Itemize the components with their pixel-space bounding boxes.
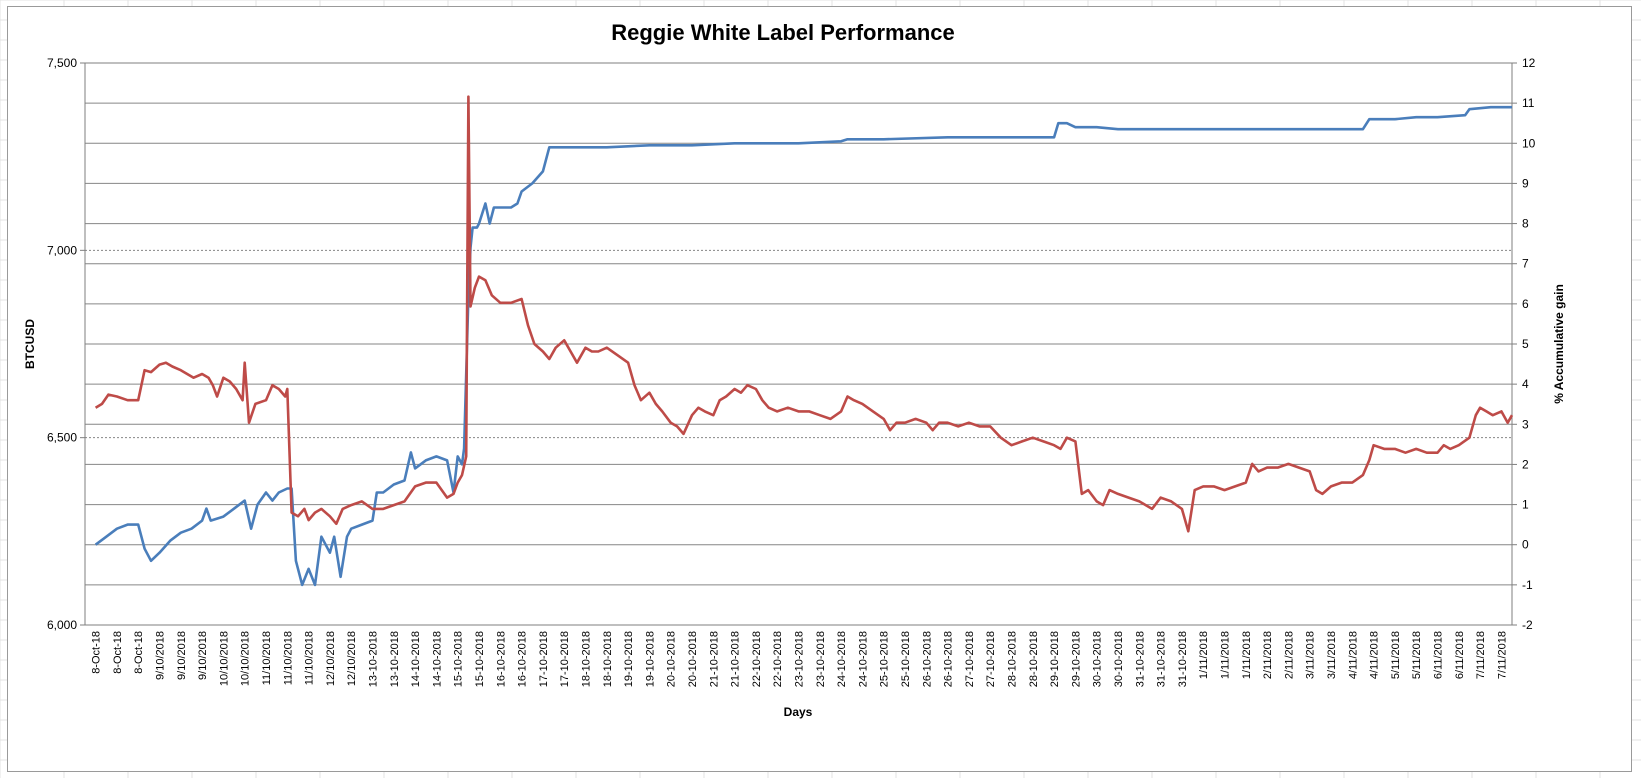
x-tick-label: 12/10/2018 [346, 631, 358, 686]
x-tick-label: 24-10-2018 [857, 631, 869, 687]
x-tick-label: 22-10-2018 [751, 631, 763, 687]
series-line-right [94, 105, 1512, 587]
right-tick-label: 3 [1522, 417, 1529, 431]
x-tick-label: 13-10-2018 [389, 631, 401, 687]
x-tick-label: 30-10-2018 [1113, 631, 1125, 687]
x-tick-label: 26-10-2018 [921, 631, 933, 687]
x-tick-label: 14-10-2018 [431, 631, 443, 687]
x-tick-label: 7/11/2018 [1496, 631, 1508, 679]
x-tick-label: 13-10-2018 [368, 631, 380, 687]
x-tick-label: 5/11/2018 [1411, 631, 1423, 679]
x-tick-label: 27-10-2018 [985, 631, 997, 687]
x-tick-label: 28-10-2018 [1006, 631, 1018, 687]
series-lines [94, 95, 1514, 587]
x-tick-label: 12/10/2018 [325, 631, 337, 686]
x-tick-label: 14-10-2018 [410, 631, 422, 687]
x-tick-label: 23-10-2018 [815, 631, 827, 687]
right-tick-label: 1 [1522, 498, 1529, 512]
x-tick-label: 9/10/2018 [155, 631, 167, 680]
x-tick-label: 2/11/2018 [1283, 631, 1295, 679]
x-tick-label: 30-10-2018 [1092, 631, 1104, 687]
x-tick-label: 11/10/2018 [282, 631, 294, 685]
x-tick-label: 17-10-2018 [538, 631, 550, 687]
x-tick-label: 16-10-2018 [495, 631, 507, 687]
chart-title: Reggie White Label Performance [611, 20, 955, 45]
left-tick-label: 6,000 [47, 618, 77, 632]
right-tick-label: 12 [1522, 56, 1536, 70]
x-tick-label: 19-10-2018 [623, 631, 635, 687]
x-tick-label: 29-10-2018 [1049, 631, 1061, 687]
gridlines [85, 62, 1512, 626]
x-tick-label: 5/11/2018 [1390, 631, 1402, 679]
x-tick-label: 24-10-2018 [836, 631, 848, 687]
left-axis-ticks: 6,000 6,500 7,000 7,500 [47, 56, 85, 632]
x-axis-label: Days [784, 705, 813, 719]
right-tick-label: 0 [1522, 538, 1529, 552]
right-tick-label: -2 [1522, 618, 1533, 632]
x-tick-label: 1/11/2018 [1241, 631, 1253, 679]
x-tick-label: 27-10-2018 [964, 631, 976, 687]
left-tick-label: 7,000 [47, 243, 77, 257]
x-tick-label: 8-Oct-18 [91, 631, 103, 674]
x-tick-label: 25-10-2018 [900, 631, 912, 687]
x-tick-label: 9/10/2018 [197, 631, 209, 680]
right-tick-label: 7 [1522, 257, 1529, 271]
x-tick-label: 16-10-2018 [517, 631, 529, 687]
right-tick-label: 2 [1522, 457, 1529, 471]
right-tick-label: 8 [1522, 217, 1529, 231]
x-tick-label: 9/10/2018 [176, 631, 188, 680]
right-tick-label: 11 [1522, 96, 1535, 110]
x-tick-label: 2/11/2018 [1262, 631, 1274, 679]
x-tick-label: 6/11/2018 [1432, 631, 1444, 679]
x-tick-label: 1/11/2018 [1198, 631, 1210, 679]
x-tick-label: 25-10-2018 [879, 631, 891, 687]
x-tick-label: 28-10-2018 [1028, 631, 1040, 687]
x-tick-label: 17-10-2018 [559, 631, 571, 687]
right-tick-label: 9 [1522, 176, 1529, 190]
x-tick-label: 18-10-2018 [581, 631, 593, 687]
right-tick-label: 4 [1522, 377, 1529, 391]
x-tick-label: 11/10/2018 [261, 631, 273, 685]
x-tick-label: 10/10/2018 [218, 631, 230, 686]
x-tick-label: 22-10-2018 [772, 631, 784, 687]
x-tick-label: 31-10-2018 [1156, 631, 1168, 687]
x-tick-label: 6/11/2018 [1454, 631, 1466, 679]
left-tick-label: 6,500 [47, 431, 77, 445]
x-tick-label: 15-10-2018 [474, 631, 486, 687]
x-tick-label: 20-10-2018 [666, 631, 678, 687]
x-tick-label: 29-10-2018 [1070, 631, 1082, 687]
x-tick-label: 31-10-2018 [1134, 631, 1146, 687]
x-tick-label: 7/11/2018 [1475, 631, 1487, 679]
right-tick-label: 10 [1522, 136, 1536, 150]
right-tick-label: 5 [1522, 337, 1529, 351]
series-line-left [94, 95, 1514, 533]
x-axis-ticks: 8-Oct-18 8-Oct-18 8-Oct-18 9/10/2018 9/10/20… [91, 631, 1509, 687]
x-tick-label: 4/11/2018 [1369, 631, 1381, 679]
x-tick-label: 3/11/2018 [1305, 631, 1317, 679]
x-tick-label: 18-10-2018 [602, 631, 614, 687]
left-axis-label: BTCUSD [23, 319, 37, 369]
x-tick-label: 8-Oct-18 [112, 631, 124, 674]
x-tick-label: 21-10-2018 [730, 631, 742, 687]
right-tick-label: 6 [1522, 297, 1529, 311]
x-tick-label: 26-10-2018 [943, 631, 955, 687]
x-tick-label: 31-10-2018 [1177, 631, 1189, 687]
right-tick-label: -1 [1522, 578, 1533, 592]
x-tick-label: 19-10-2018 [644, 631, 656, 687]
x-tick-label: 8-Oct-18 [133, 631, 145, 674]
x-tick-label: 11/10/2018 [304, 631, 316, 685]
x-tick-label: 10/10/2018 [240, 631, 252, 686]
left-tick-label: 7,500 [47, 56, 77, 70]
x-tick-label: 3/11/2018 [1326, 631, 1338, 679]
x-tick-label: 21-10-2018 [708, 631, 720, 687]
x-tick-label: 1/11/2018 [1219, 631, 1231, 679]
x-tick-label: 4/11/2018 [1347, 631, 1359, 679]
x-tick-label: 20-10-2018 [687, 631, 699, 687]
x-tick-label: 23-10-2018 [794, 631, 806, 687]
right-axis-label: % Accumulative gain [1552, 284, 1566, 404]
x-tick-label: 15-10-2018 [453, 631, 465, 687]
